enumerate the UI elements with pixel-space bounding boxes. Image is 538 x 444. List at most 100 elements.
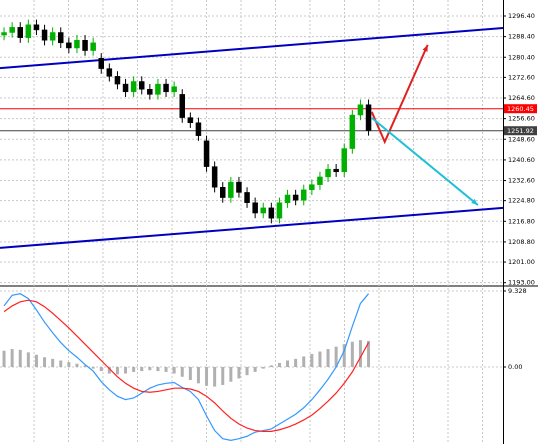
y-tick-label: 1201.00 bbox=[508, 258, 535, 266]
candle-body bbox=[268, 207, 275, 219]
candle-body bbox=[122, 83, 129, 93]
candle-body bbox=[187, 117, 194, 124]
candle-body bbox=[57, 32, 64, 44]
y-tick-label: 1224.80 bbox=[508, 197, 535, 205]
candle-body bbox=[219, 186, 226, 198]
candle-body bbox=[309, 184, 315, 191]
candle-body bbox=[9, 27, 15, 33]
candle-body bbox=[236, 181, 242, 193]
candle-body bbox=[1, 32, 7, 36]
histogram-bar bbox=[261, 367, 265, 369]
histogram-bar bbox=[2, 350, 6, 368]
price-label: 1260.45 bbox=[507, 105, 534, 113]
histogram-bar bbox=[132, 367, 136, 372]
histogram-bar bbox=[253, 367, 257, 372]
histogram-bar bbox=[269, 365, 273, 368]
histogram-bar bbox=[180, 367, 184, 377]
candle-body bbox=[41, 29, 48, 41]
histogram-bar bbox=[342, 344, 346, 368]
histogram-bar bbox=[10, 349, 14, 368]
candle-body bbox=[90, 42, 96, 51]
histogram-bar bbox=[115, 367, 119, 375]
candle-body bbox=[252, 202, 258, 214]
histogram-bar bbox=[334, 346, 338, 368]
indicator-line bbox=[3, 299, 370, 432]
candle-body bbox=[147, 88, 153, 95]
y-tick-label: 1248.60 bbox=[508, 135, 535, 143]
histogram-bar bbox=[172, 367, 176, 374]
candle-body bbox=[114, 76, 121, 85]
histogram-bar bbox=[124, 367, 128, 374]
arrow-head bbox=[471, 198, 478, 206]
y-tick-label: 1193.00 bbox=[508, 279, 535, 287]
price-label-box bbox=[504, 104, 537, 114]
y-tick-label: 1216.80 bbox=[508, 217, 535, 225]
candle-body bbox=[82, 39, 88, 51]
candle-body bbox=[155, 83, 161, 95]
histogram-bar bbox=[43, 357, 47, 368]
candle-body bbox=[365, 104, 372, 131]
y-tick-label: 0.00 bbox=[508, 363, 522, 371]
histogram-bar bbox=[18, 349, 22, 368]
histogram-bar bbox=[294, 358, 298, 368]
histogram-bar bbox=[59, 360, 63, 368]
candle-body bbox=[163, 83, 169, 93]
candle-body bbox=[49, 32, 56, 41]
histogram-bar bbox=[164, 367, 168, 372]
trend-line bbox=[0, 26, 504, 70]
indicator-line bbox=[3, 293, 370, 441]
candle-body bbox=[292, 194, 299, 201]
histogram-bar bbox=[213, 367, 217, 387]
histogram-bar bbox=[148, 367, 152, 371]
histogram-bar bbox=[99, 367, 103, 372]
candle-body bbox=[74, 39, 80, 49]
arrow bbox=[371, 117, 479, 206]
candle-body bbox=[276, 202, 283, 219]
histogram-bar bbox=[237, 367, 241, 379]
y-tick-label: 1296.40 bbox=[508, 12, 535, 20]
candle-body bbox=[357, 104, 364, 116]
histogram-bar bbox=[350, 341, 354, 368]
candle-body bbox=[171, 86, 177, 93]
candle-body bbox=[260, 207, 266, 214]
histogram-bar bbox=[156, 367, 160, 372]
histogram-bar bbox=[221, 367, 225, 385]
y-tick-label: 1280.40 bbox=[508, 53, 535, 61]
histogram-bar bbox=[107, 367, 111, 374]
candle-body bbox=[33, 24, 40, 31]
histogram-bar bbox=[75, 363, 79, 368]
candle-body bbox=[25, 24, 32, 38]
histogram-bar bbox=[188, 367, 192, 381]
candle-body bbox=[203, 140, 210, 167]
candle-body bbox=[17, 27, 23, 38]
arrow-head bbox=[422, 44, 428, 52]
candle-body bbox=[106, 68, 113, 77]
candle-body bbox=[349, 114, 356, 149]
price-label-box bbox=[504, 126, 537, 136]
histogram-bar bbox=[277, 362, 281, 368]
candle-body bbox=[228, 181, 234, 198]
histogram-bar bbox=[229, 367, 233, 382]
candle-body bbox=[138, 81, 145, 90]
histogram-bar bbox=[205, 367, 209, 386]
trend-line bbox=[0, 206, 504, 249]
candle-body bbox=[284, 194, 291, 203]
candle-body bbox=[317, 176, 323, 185]
candle-body bbox=[179, 94, 185, 118]
histogram-bar bbox=[140, 367, 144, 372]
y-tick-label: 1264.60 bbox=[508, 94, 535, 102]
histogram-bar bbox=[358, 340, 362, 368]
candle-body bbox=[211, 166, 218, 188]
y-tick-label: 9.328 bbox=[508, 287, 527, 295]
candle-body bbox=[130, 81, 137, 93]
price-label: 1251.92 bbox=[507, 127, 534, 135]
histogram-bar bbox=[26, 352, 30, 368]
histogram-bar bbox=[286, 360, 290, 368]
histogram-bar bbox=[310, 353, 314, 368]
y-tick-label: 1288.40 bbox=[508, 33, 535, 41]
histogram-bar bbox=[318, 351, 322, 368]
candle-body bbox=[341, 148, 347, 173]
